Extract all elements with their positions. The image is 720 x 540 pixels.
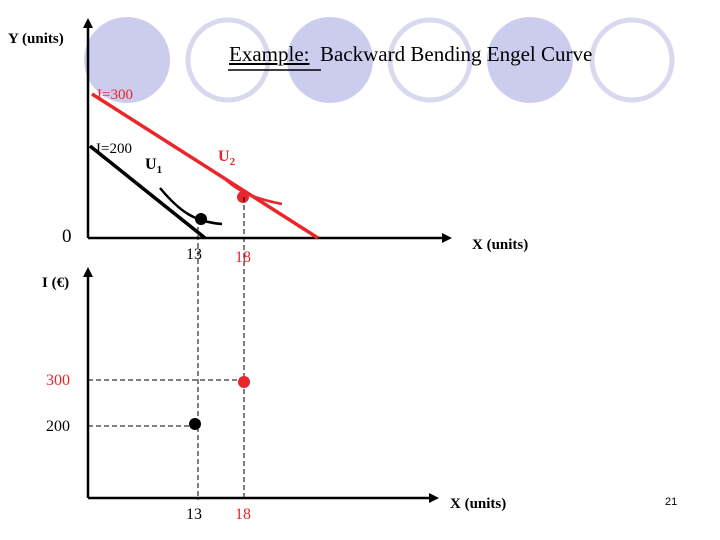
bottom-x-axis-label: X (units) xyxy=(450,496,507,512)
decor-circle xyxy=(287,17,373,103)
curve-label-u1-letter: U xyxy=(145,156,157,173)
decor-circle xyxy=(387,17,473,103)
bottom-y-tick-200: 200 xyxy=(46,418,70,435)
curve-label-u2-subscript: 2 xyxy=(229,156,236,168)
bottom-x-tick-13: 13 xyxy=(186,506,202,523)
title-prefix: Example: xyxy=(229,42,310,66)
bottom-y-tick-300: 300 xyxy=(46,372,70,389)
engel-point-18-300 xyxy=(238,376,250,388)
decor-circle xyxy=(589,17,675,103)
page-number: 21 xyxy=(665,496,678,508)
budget-label-i300: I=300 xyxy=(97,87,133,103)
engel-point-13-200 xyxy=(189,418,201,430)
decorative-circles xyxy=(84,17,675,103)
top-diagram xyxy=(83,18,452,500)
top-x-axis-arrow xyxy=(442,233,452,243)
curve-label-u2-letter: U xyxy=(218,148,230,165)
budget-line-i200 xyxy=(88,144,207,240)
bottom-diagram xyxy=(83,267,439,503)
bottom-y-axis-label: I (€) xyxy=(42,275,70,291)
curve-label-u2: U2 xyxy=(218,148,235,168)
budget-label-i200: I=200 xyxy=(96,141,132,157)
title-main: Backward Bending Engel Curve xyxy=(319,42,593,66)
optimum-point-u1 xyxy=(195,213,207,225)
slide-title: Example: Backward Bending Engel Curve xyxy=(229,42,592,67)
bottom-x-tick-18: 18 xyxy=(235,506,251,523)
curve-label-u1-subscript: 1 xyxy=(156,164,163,176)
curve-label-u1: U1 xyxy=(145,156,162,176)
top-y-axis-label: Y (units) xyxy=(8,31,64,47)
origin-label: 0 xyxy=(62,226,72,247)
top-x-tick-13: 13 xyxy=(186,246,202,263)
indifference-curve-u1 xyxy=(159,187,223,226)
decor-circle xyxy=(84,17,170,103)
budget-line-i300 xyxy=(91,92,319,240)
top-y-axis-arrow xyxy=(83,18,93,28)
decor-circle xyxy=(487,17,573,103)
decor-circle xyxy=(185,17,271,103)
top-x-axis-label: X (units) xyxy=(472,237,529,253)
bottom-y-axis-arrow xyxy=(83,267,93,277)
top-x-tick-18: 18 xyxy=(235,249,251,266)
bottom-x-axis-arrow xyxy=(429,493,439,503)
optimum-point-u2 xyxy=(237,191,249,203)
